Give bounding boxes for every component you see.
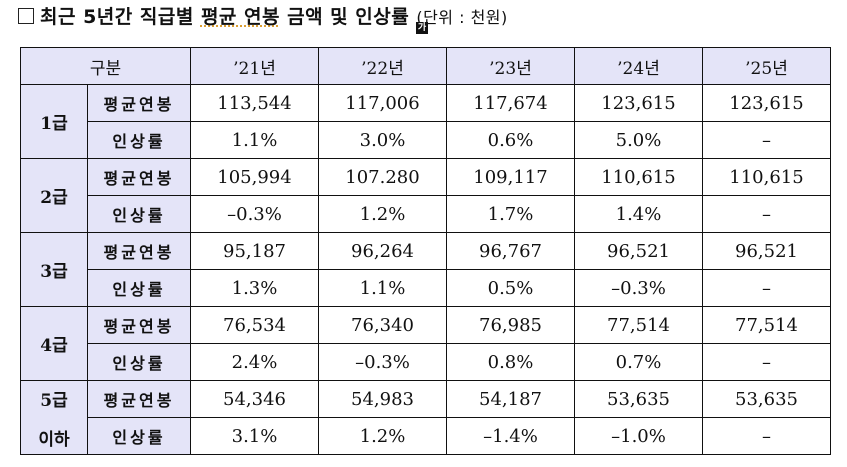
document-title: 최근 5년간 직급별 평균 연봉 금액 및 인상률 (단위 : 천원) — [18, 2, 508, 29]
rate-cell: 2.4% — [190, 343, 319, 381]
rate-cell: – — [702, 121, 831, 159]
salary-cell: 110,615 — [574, 158, 703, 196]
rate-cell: –0.3% — [574, 269, 703, 307]
title-text: 최근 5년간 직급별 — [40, 6, 201, 28]
rate-cell: 1.2% — [318, 195, 447, 233]
rate-cell: –0.3% — [318, 343, 447, 381]
rate-cell: – — [702, 417, 831, 455]
table-body: 1급 평균연봉 113,544 117,006 117,674 123,615 123,61… — [20, 84, 831, 455]
rate-cell: –1.0% — [574, 417, 703, 455]
rate-cell: 5.0% — [574, 121, 703, 159]
grade-label-line2: 이하 — [38, 429, 70, 450]
salary-cell: 54,983 — [318, 380, 447, 418]
salary-cell: 113,544 — [190, 84, 319, 122]
rate-cell: 1.4% — [574, 195, 703, 233]
metric-label-rate: 인상률 — [87, 269, 191, 307]
metric-label-salary: 평균연봉 — [87, 84, 191, 122]
header-year: ’23년 — [446, 47, 575, 85]
salary-cell: 53,635 — [702, 380, 831, 418]
salary-table: 구분 ’21년 ’22년 ’23년 ’24년 ’25년 1급 평균연봉 113,54… — [20, 47, 831, 455]
salary-cell: 77,514 — [574, 306, 703, 344]
salary-cell: 117,674 — [446, 84, 575, 122]
metric-label-rate: 인상률 — [87, 417, 191, 455]
salary-cell: 96,521 — [574, 232, 703, 270]
table-row: 인상률 1.3% 1.1% 0.5% –0.3% – — [21, 269, 831, 307]
rate-cell: 0.6% — [446, 121, 575, 159]
rate-cell: 1.2% — [318, 417, 447, 455]
rate-cell: 0.5% — [446, 269, 575, 307]
header-category: 구분 — [20, 47, 191, 85]
metric-label-salary: 평균연봉 — [87, 232, 191, 270]
salary-cell: 54,187 — [446, 380, 575, 418]
metric-label-rate: 인상률 — [87, 195, 191, 233]
rate-cell: –1.4% — [446, 417, 575, 455]
table-row: 인상률 –0.3% 1.2% 1.7% 1.4% – — [21, 195, 831, 233]
rate-cell: 1.7% — [446, 195, 575, 233]
salary-cell: 54,346 — [190, 380, 319, 418]
salary-cell: 95,187 — [190, 232, 319, 270]
metric-label-rate: 인상률 — [87, 121, 191, 159]
salary-cell: 96,264 — [318, 232, 447, 270]
rate-cell: 1.3% — [190, 269, 319, 307]
salary-cell: 76,534 — [190, 306, 319, 344]
table-row: 인상률 2.4% –0.3% 0.8% 0.7% – — [21, 343, 831, 381]
header-row: 구분 ’21년 ’22년 ’23년 ’24년 ’25년 — [20, 47, 831, 85]
table-row: 인상률 3.1% 1.2% –1.4% –1.0% – — [21, 417, 831, 455]
unit-label: (단위 : 천원) — [416, 8, 508, 27]
title-text-rest: 금액 및 인상률 — [279, 6, 417, 28]
table-row: 4급 평균연봉 76,534 76,340 76,985 77,514 77,514 — [20, 306, 831, 381]
rate-cell: 0.7% — [574, 343, 703, 381]
table-row: 2급 평균연봉 105,994 107.280 109,117 110,615 110,61… — [20, 158, 831, 233]
salary-cell: 76,985 — [446, 306, 575, 344]
grade-label: 4급 — [20, 306, 88, 381]
header-year: ’24년 — [574, 47, 703, 85]
salary-cell: 96,767 — [446, 232, 575, 270]
rate-cell: 3.1% — [190, 417, 319, 455]
salary-cell: 110,615 — [702, 158, 831, 196]
header-year: ’25년 — [702, 47, 831, 85]
salary-cell: 77,514 — [702, 306, 831, 344]
salary-cell: 117,006 — [318, 84, 447, 122]
font-badge-icon[interactable]: 가 — [416, 22, 428, 34]
table-row: 5급 이하 평균연봉 54,346 54,983 54,187 53,635 53,635 — [20, 380, 831, 455]
rate-cell: 0.8% — [446, 343, 575, 381]
salary-cell: 105,994 — [190, 158, 319, 196]
salary-cell: 123,615 — [702, 84, 831, 122]
metric-label-salary: 평균연봉 — [87, 380, 191, 418]
metric-label-salary: 평균연봉 — [87, 306, 191, 344]
salary-cell: 96,521 — [702, 232, 831, 270]
rate-cell: 1.1% — [190, 121, 319, 159]
salary-cell: 76,340 — [318, 306, 447, 344]
title-text-underlined: 평균 연봉 — [200, 6, 280, 28]
table-row: 인상률 1.1% 3.0% 0.6% 5.0% – — [21, 121, 831, 159]
grade-label: 3급 — [20, 232, 88, 307]
rate-cell: – — [702, 343, 831, 381]
table-row: 1급 평균연봉 113,544 117,006 117,674 123,615 123,61… — [20, 84, 831, 159]
rate-cell: 3.0% — [318, 121, 447, 159]
metric-label-rate: 인상률 — [87, 343, 191, 381]
rate-cell: – — [702, 195, 831, 233]
salary-cell: 107.280 — [318, 158, 447, 196]
salary-cell: 53,635 — [574, 380, 703, 418]
metric-label-salary: 평균연봉 — [87, 158, 191, 196]
header-year: ’21년 — [190, 47, 319, 85]
rate-cell: 1.1% — [318, 269, 447, 307]
table-row: 3급 평균연봉 95,187 96,264 96,767 96,521 96,521 — [20, 232, 831, 307]
grade-label-line1: 5급 — [40, 390, 68, 411]
grade-label: 1급 — [20, 84, 88, 159]
checkbox-square-icon — [18, 8, 34, 24]
header-year: ’22년 — [318, 47, 447, 85]
rate-cell: – — [702, 269, 831, 307]
grade-label: 2급 — [20, 158, 88, 233]
rate-cell: –0.3% — [190, 195, 319, 233]
salary-cell: 123,615 — [574, 84, 703, 122]
salary-cell: 109,117 — [446, 158, 575, 196]
